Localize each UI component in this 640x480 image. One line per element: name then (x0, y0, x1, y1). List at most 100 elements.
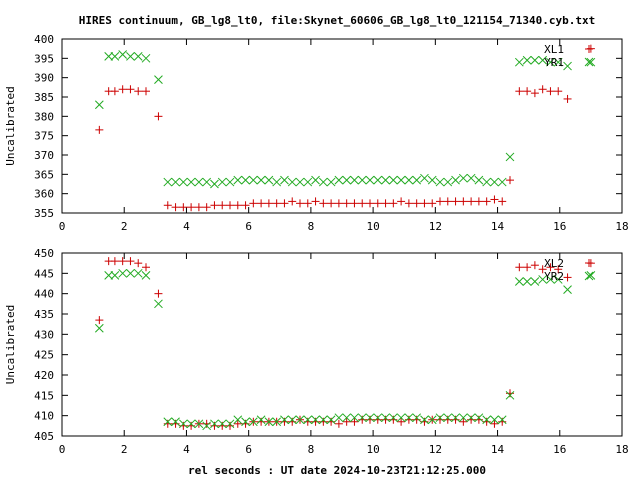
y-tick-label: 420 (34, 369, 54, 382)
data-point (318, 415, 328, 425)
data-point (163, 177, 173, 187)
data-point (435, 413, 445, 423)
x-tick-label: 16 (553, 220, 566, 233)
chart-title: HIRES continuum, GB_lg8_lt0, file:Skynet… (79, 14, 596, 27)
data-point (451, 413, 460, 423)
data-point (133, 268, 143, 278)
data-point (110, 271, 120, 280)
data-point (350, 199, 359, 208)
x-tick-label: 4 (183, 443, 190, 456)
plot-frame (61, 252, 623, 437)
data-point (186, 419, 196, 429)
data-point (458, 413, 468, 423)
data-point (515, 87, 524, 96)
data-point (288, 417, 297, 426)
data-point (358, 199, 367, 208)
x-tick-label: 8 (308, 220, 315, 233)
data-point (326, 177, 336, 187)
data-point (514, 57, 524, 67)
data-point (94, 100, 104, 110)
data-point (342, 413, 352, 423)
data-point (506, 389, 514, 398)
x-tick-label: 10 (366, 220, 379, 233)
data-point (366, 415, 374, 424)
data-point (373, 415, 382, 424)
y-axis-label: Uncalibrated (4, 86, 17, 165)
data-point (280, 199, 289, 208)
data-point (530, 55, 540, 65)
x-tick-label: 8 (308, 443, 315, 456)
y-tick-label: 390 (34, 72, 54, 85)
data-point (110, 257, 119, 266)
data-point (530, 261, 539, 270)
data-point (498, 417, 507, 426)
x-tick-label: 6 (245, 220, 252, 233)
data-point (256, 415, 266, 425)
data-point (523, 87, 532, 96)
data-point (303, 177, 313, 187)
data-point (350, 175, 359, 185)
data-point (249, 199, 258, 208)
data-point (404, 175, 414, 185)
y-tick-label: 440 (34, 288, 54, 301)
data-point (459, 197, 468, 206)
data-point (490, 415, 499, 425)
data-point (264, 175, 274, 185)
data-point (241, 201, 250, 210)
data-point (225, 419, 235, 429)
data-point (280, 415, 289, 425)
data-point (163, 201, 172, 210)
data-point (126, 52, 135, 61)
y-axis-label: Uncalibrated (4, 305, 17, 384)
data-point (218, 421, 227, 430)
data-point (272, 417, 282, 427)
data-point (506, 176, 514, 185)
data-point (118, 268, 128, 278)
series-xl2 (95, 257, 595, 430)
x-tick-label: 18 (615, 220, 628, 233)
data-point (133, 52, 143, 61)
data-point (241, 175, 250, 185)
data-point (194, 203, 203, 212)
data-point (563, 61, 572, 71)
series-yr2 (94, 268, 596, 431)
data-point (554, 87, 563, 96)
data-point (334, 175, 344, 185)
x-tick-label: 6 (245, 443, 252, 456)
data-point (389, 415, 398, 424)
data-point (538, 55, 548, 65)
data-point (154, 289, 163, 298)
legend-label: XL2 (544, 257, 564, 270)
data-point (334, 199, 343, 208)
data-point (280, 417, 289, 426)
data-point (295, 415, 305, 425)
data-point (272, 177, 282, 187)
data-point (397, 417, 406, 426)
data-point (381, 415, 390, 424)
data-point (287, 177, 297, 187)
data-point (458, 173, 468, 183)
data-point (404, 415, 413, 424)
data-point (95, 316, 104, 325)
data-point (381, 175, 390, 185)
x-tick-label: 0 (59, 220, 66, 233)
data-point (327, 417, 336, 426)
data-point (530, 277, 540, 286)
x-axis-label: rel seconds : UT date 2024-10-23T21:12:2… (188, 464, 486, 477)
data-point (210, 419, 219, 429)
legend-label: XL1 (544, 43, 564, 56)
data-point (342, 417, 351, 426)
data-point (546, 275, 555, 284)
data-point (287, 415, 297, 425)
data-point (233, 201, 242, 210)
y-tick-label: 435 (34, 308, 54, 321)
data-point (288, 197, 297, 206)
y-tick-label: 450 (34, 247, 54, 260)
y-tick-label: 400 (34, 33, 54, 46)
data-point (412, 175, 422, 185)
data-point (202, 203, 211, 212)
data-point (187, 421, 196, 430)
data-point (118, 257, 127, 266)
x-tick-label: 14 (491, 220, 505, 233)
